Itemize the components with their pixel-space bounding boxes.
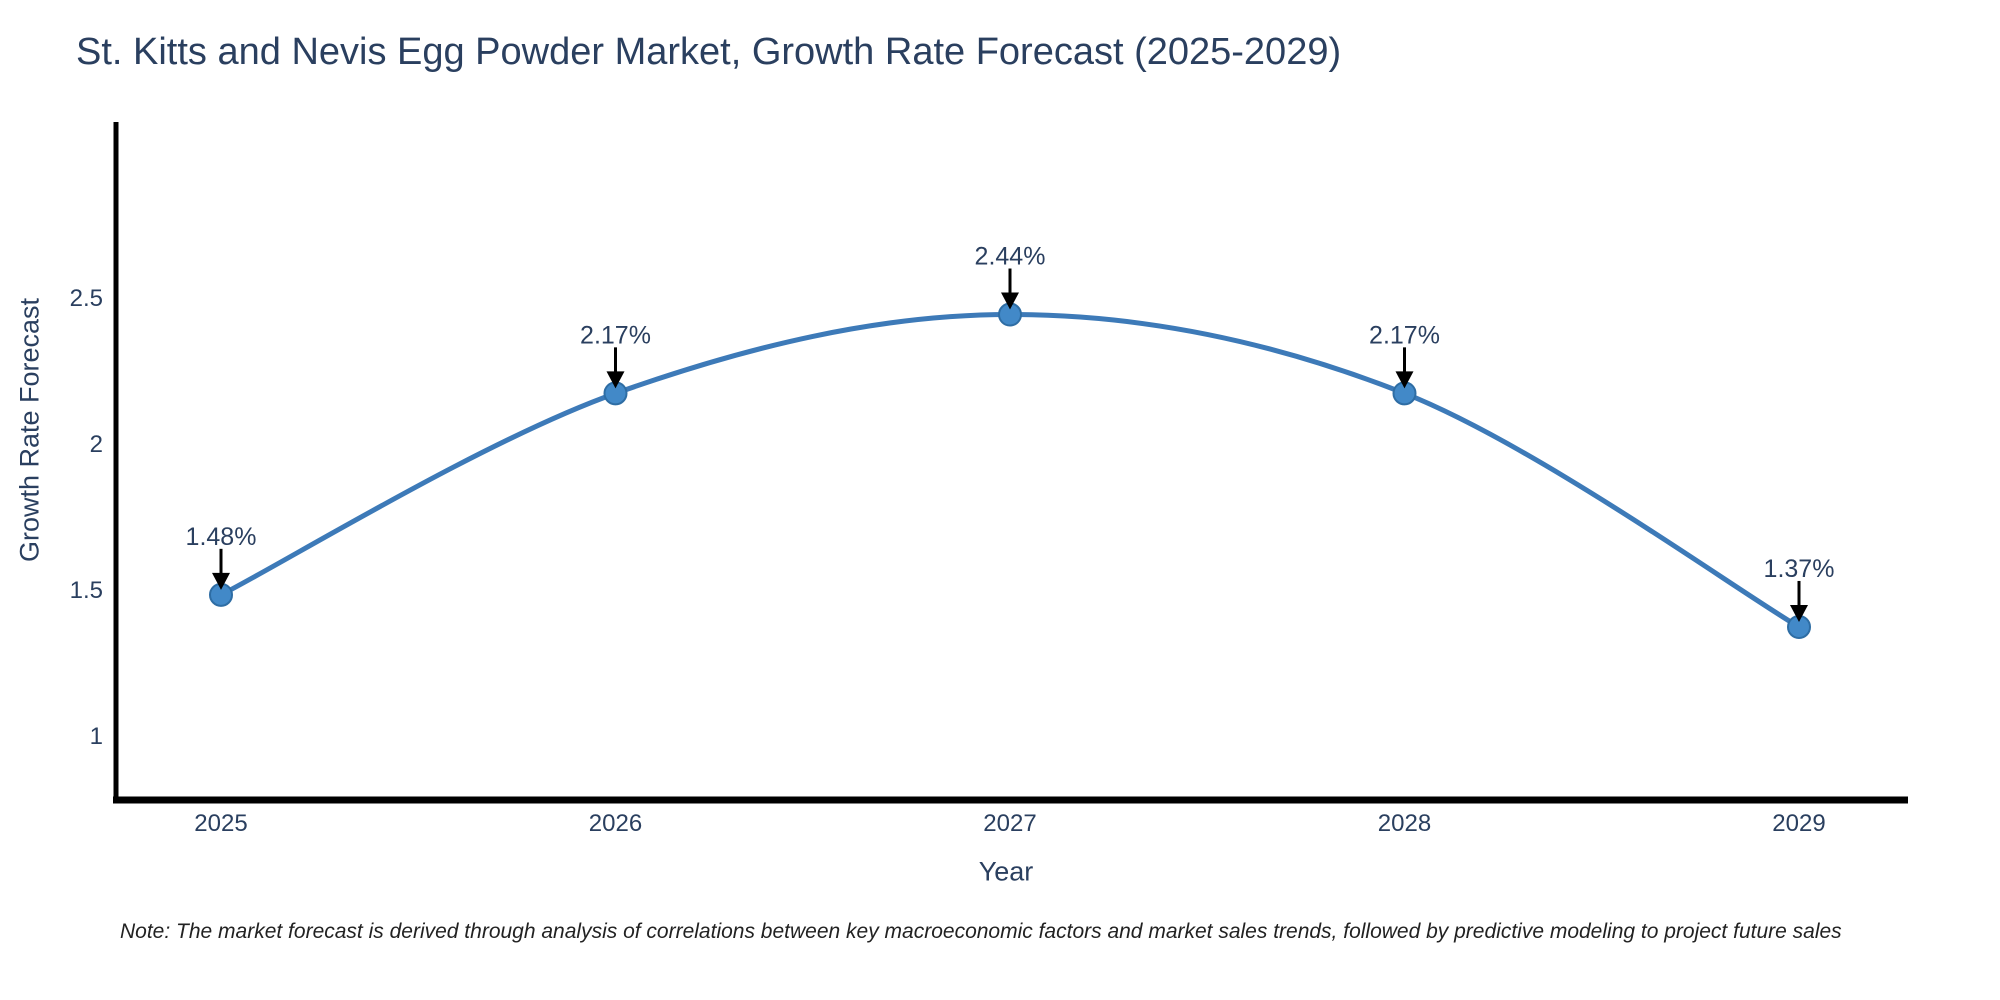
x-tick-label: 2028 xyxy=(1378,810,1431,837)
annotation-arrow-head xyxy=(1001,292,1019,310)
annotation-label: 2.17% xyxy=(580,321,651,349)
trend-line xyxy=(218,312,1802,630)
y-tick-label: 1.5 xyxy=(70,577,103,604)
y-tick-label: 1 xyxy=(90,723,103,750)
x-tick-label: 2029 xyxy=(1772,810,1825,837)
x-tick-label: 2025 xyxy=(194,810,247,837)
annotation-label: 2.44% xyxy=(975,243,1046,271)
annotation-arrow-head xyxy=(212,572,230,590)
y-tick-label: 2 xyxy=(90,431,103,458)
y-tick-label: 2.5 xyxy=(70,285,103,312)
x-axis-line xyxy=(113,796,1908,804)
x-tick-label: 2027 xyxy=(983,810,1036,837)
footnote: Note: The market forecast is derived thr… xyxy=(120,920,1842,943)
annotation-label: 1.48% xyxy=(186,523,257,551)
y-axis-title: Growth Rate Forecast xyxy=(14,297,45,563)
x-tick-label: 2026 xyxy=(589,810,642,837)
annotation-label: 2.17% xyxy=(1369,321,1440,349)
x-axis-title: Year xyxy=(978,856,1034,887)
chart-title: St. Kitts and Nevis Egg Powder Market, G… xyxy=(76,31,1342,73)
annotation-arrow-head xyxy=(1395,371,1414,389)
y-axis-line xyxy=(113,122,119,804)
annotation-label: 1.37% xyxy=(1764,555,1835,583)
annotation-arrow-head xyxy=(606,371,625,389)
annotation-arrow-head xyxy=(1790,604,1808,622)
